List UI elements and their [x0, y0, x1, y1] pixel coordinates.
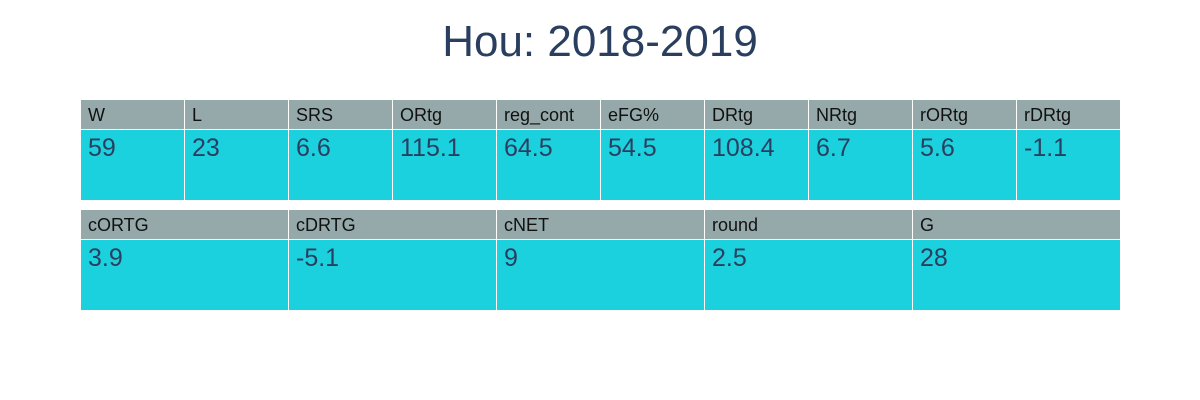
column-header: round: [705, 210, 912, 240]
table-column: reg_cont 64.5: [496, 100, 600, 200]
table-column: DRtg 108.4: [704, 100, 808, 200]
table-cell: 28: [913, 240, 1120, 310]
table-column: cNET 9: [496, 210, 704, 310]
column-header: DRtg: [705, 100, 808, 130]
table-cell: 6.6: [289, 130, 392, 200]
table-cell: 108.4: [705, 130, 808, 200]
table-column: rDRtg -1.1: [1016, 100, 1120, 200]
column-header: SRS: [289, 100, 392, 130]
table-column: cDRTG -5.1: [288, 210, 496, 310]
column-header: eFG%: [601, 100, 704, 130]
table-column: L 23: [184, 100, 288, 200]
table-column: SRS 6.6: [288, 100, 392, 200]
chart-title: Hou: 2018-2019: [442, 17, 758, 66]
table-column: W 59: [80, 100, 184, 200]
column-header: G: [913, 210, 1120, 240]
table-cell: 9: [497, 240, 704, 310]
column-header: cNET: [497, 210, 704, 240]
column-header: cDRTG: [289, 210, 496, 240]
column-header: NRtg: [809, 100, 912, 130]
table-cell: 59: [81, 130, 184, 200]
column-header: W: [81, 100, 184, 130]
table-cell: 2.5: [705, 240, 912, 310]
table-column: round 2.5: [704, 210, 912, 310]
table-cell: 64.5: [497, 130, 600, 200]
table-cell: -5.1: [289, 240, 496, 310]
table-cell: 23: [185, 130, 288, 200]
stats-table-2: cORTG 3.9 cDRTG -5.1 cNET 9 round 2.5 G 28: [80, 210, 1120, 310]
table-cell: 5.6: [913, 130, 1016, 200]
table-cell: 54.5: [601, 130, 704, 200]
table-cell: 6.7: [809, 130, 912, 200]
table-column: cORTG 3.9: [80, 210, 288, 310]
column-header: rORtg: [913, 100, 1016, 130]
table-column: eFG% 54.5: [600, 100, 704, 200]
table-cell: 3.9: [81, 240, 288, 310]
column-header: rDRtg: [1017, 100, 1120, 130]
stats-table-1: W 59 L 23 SRS 6.6 ORtg 115.1 reg_cont 64.5 eFG% 54.…: [80, 100, 1120, 200]
column-header: ORtg: [393, 100, 496, 130]
column-header: reg_cont: [497, 100, 600, 130]
table-column: ORtg 115.1: [392, 100, 496, 200]
column-header: cORTG: [81, 210, 288, 240]
table-cell: -1.1: [1017, 130, 1120, 200]
table-cell: 115.1: [393, 130, 496, 200]
column-header: L: [185, 100, 288, 130]
table-column: rORtg 5.6: [912, 100, 1016, 200]
table-column: NRtg 6.7: [808, 100, 912, 200]
table-column: G 28: [912, 210, 1120, 310]
